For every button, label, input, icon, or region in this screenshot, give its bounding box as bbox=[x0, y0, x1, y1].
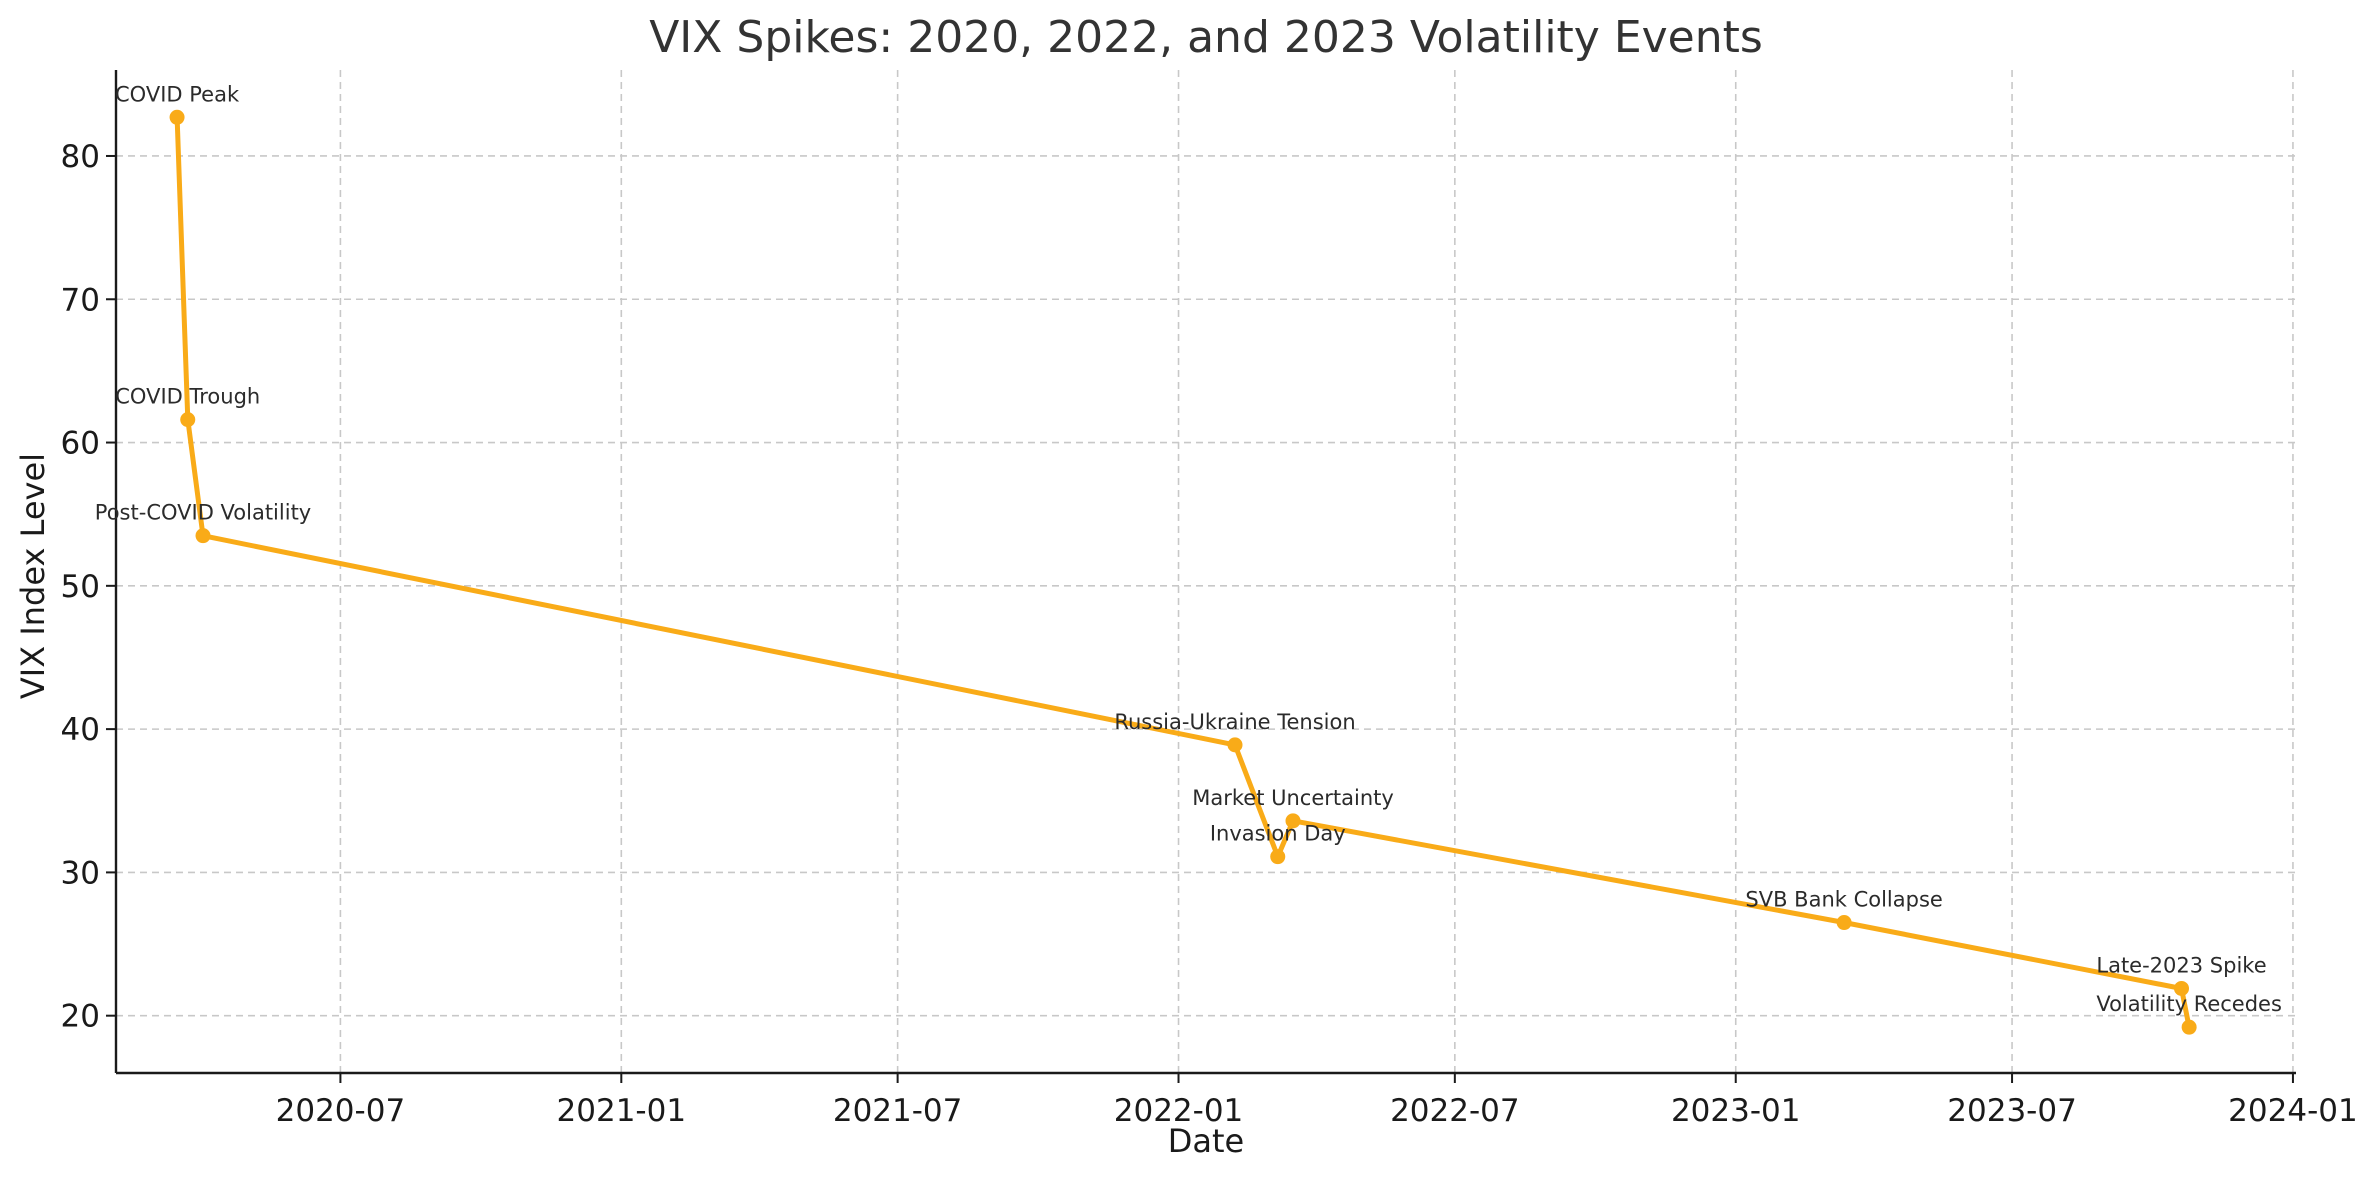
data-point bbox=[2181, 1019, 2197, 1035]
y-tick-label: 40 bbox=[61, 712, 100, 748]
data-point bbox=[169, 109, 185, 125]
y-tick-label: 80 bbox=[61, 139, 100, 175]
chart-title: VIX Spikes: 2020, 2022, and 2023 Volatil… bbox=[649, 12, 1763, 63]
x-axis-label: Date bbox=[1168, 1122, 1244, 1160]
data-point bbox=[2174, 980, 2190, 996]
point-annotation: COVID Trough bbox=[115, 385, 260, 409]
point-annotation: Market Uncertainty bbox=[1192, 786, 1394, 810]
point-annotation: Post-COVID Volatility bbox=[95, 501, 311, 525]
data-point bbox=[195, 528, 211, 544]
point-annotation: SVB Bank Collapse bbox=[1745, 888, 1942, 912]
x-tick-label: 2020-07 bbox=[276, 1093, 406, 1129]
y-tick-label: 60 bbox=[61, 426, 100, 462]
y-tick-label: 70 bbox=[61, 282, 100, 318]
point-annotation: Russia-Ukraine Tension bbox=[1114, 710, 1355, 734]
y-axis-label: VIX Index Level bbox=[14, 453, 52, 699]
y-tick-label: 20 bbox=[61, 999, 100, 1035]
point-annotation: Volatility Recedes bbox=[2096, 992, 2282, 1016]
x-tick-label: 2022-07 bbox=[1390, 1093, 1520, 1129]
data-points bbox=[169, 109, 2197, 1035]
x-tick-label: 2022-01 bbox=[1114, 1093, 1244, 1129]
data-point bbox=[1285, 813, 1301, 829]
data-point bbox=[1270, 849, 1286, 865]
x-tick-label: 2024-01 bbox=[2228, 1093, 2358, 1129]
y-tick-label: 30 bbox=[61, 855, 100, 891]
x-tick-label: 2021-01 bbox=[557, 1093, 687, 1129]
data-point bbox=[1836, 915, 1852, 931]
point-annotation: Invasion Day bbox=[1210, 822, 1346, 846]
data-point bbox=[1227, 737, 1243, 753]
x-tick-label: 2021-07 bbox=[833, 1093, 963, 1129]
y-tick-label: 50 bbox=[61, 569, 100, 605]
axes bbox=[114, 70, 2296, 1075]
tick-marks: 20 30 40 50 60 70 80 2020-07 2021-01 2021-07 2022-… bbox=[61, 139, 2358, 1129]
data-point bbox=[180, 412, 196, 428]
grid-lines bbox=[116, 70, 2296, 1073]
point-annotation: Late-2023 Spike bbox=[2096, 953, 2266, 977]
annotations: COVID Peak COVID Trough Post-COVID Volatil… bbox=[95, 82, 2282, 1016]
x-tick-label: 2023-07 bbox=[1947, 1093, 2077, 1129]
point-annotation: COVID Peak bbox=[115, 82, 240, 106]
x-tick-label: 2023-01 bbox=[1671, 1093, 1801, 1129]
